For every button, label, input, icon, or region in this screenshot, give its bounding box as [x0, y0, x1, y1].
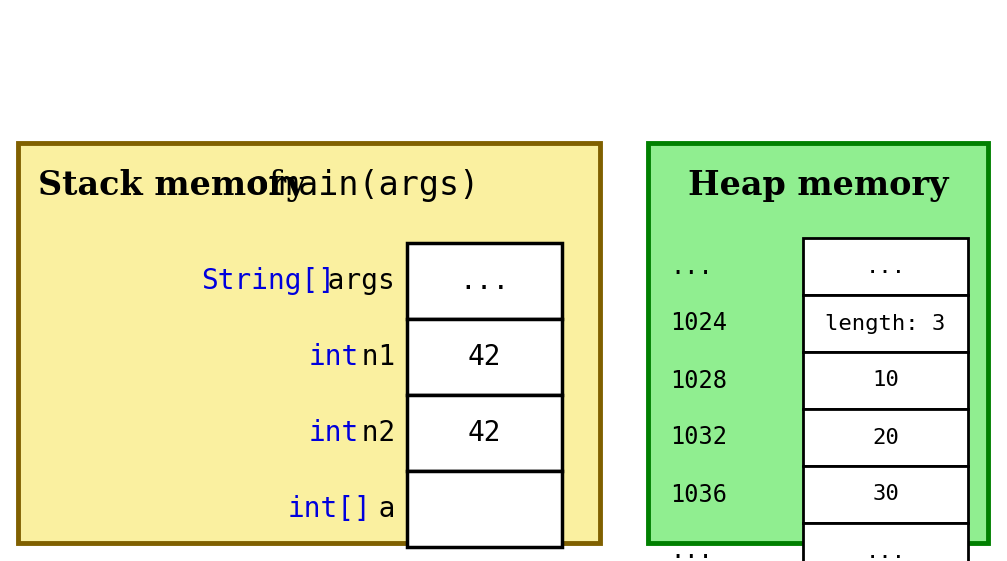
Text: main(args): main(args): [278, 168, 479, 201]
Bar: [803, 295, 968, 352]
Text: of: of: [238, 169, 292, 201]
Text: int[]: int[]: [287, 495, 371, 523]
Text: int: int: [309, 419, 359, 447]
Bar: [407, 471, 562, 547]
Text: n2: n2: [344, 419, 395, 447]
Text: 1028: 1028: [670, 369, 727, 393]
Text: 1036: 1036: [670, 482, 727, 507]
Text: 30: 30: [872, 485, 899, 504]
Bar: [803, 523, 968, 561]
Bar: [803, 409, 968, 466]
Text: n1: n1: [344, 343, 395, 371]
Bar: [407, 243, 562, 319]
FancyBboxPatch shape: [648, 143, 988, 543]
Text: 10: 10: [872, 370, 899, 390]
Text: args: args: [311, 267, 395, 295]
Text: Stack memory: Stack memory: [38, 168, 305, 201]
FancyBboxPatch shape: [18, 143, 600, 543]
Text: 42: 42: [467, 343, 501, 371]
Bar: [803, 238, 968, 295]
Bar: [407, 395, 562, 471]
Text: ...: ...: [865, 541, 905, 561]
Text: Heap memory: Heap memory: [688, 168, 949, 201]
Text: 1024: 1024: [670, 311, 727, 335]
Text: int: int: [309, 343, 359, 371]
Bar: [407, 319, 562, 395]
Text: a: a: [362, 495, 395, 523]
Bar: [803, 466, 968, 523]
Text: ...: ...: [865, 256, 905, 277]
Text: String[]: String[]: [201, 267, 335, 295]
Text: 42: 42: [467, 419, 501, 447]
Text: 1032: 1032: [670, 425, 727, 449]
Text: 20: 20: [872, 427, 899, 448]
Text: ...: ...: [670, 540, 713, 561]
Bar: [803, 352, 968, 409]
Text: length: 3: length: 3: [826, 314, 946, 333]
Text: ...: ...: [670, 255, 713, 278]
Text: ...: ...: [459, 267, 510, 295]
